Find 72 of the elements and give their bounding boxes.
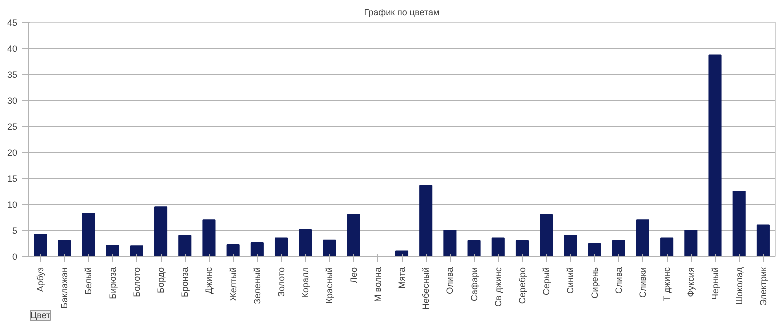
x-tick-label: Мята [397,267,407,289]
bar [130,246,144,256]
bar [323,240,336,256]
x-tick-label: Бордо [156,268,166,294]
bar [516,240,530,256]
x-tick-label: Лео [348,267,359,284]
bar [492,238,505,256]
x-tick-label: Серый [542,267,552,296]
x-tick-label: Арбуз [36,268,46,292]
bar [106,245,120,256]
bar [732,191,746,256]
y-tick-label: 45 [7,18,18,28]
bar [588,244,602,256]
x-tick-label: Слива [614,267,624,294]
x-tick-label: Сливки [638,267,648,298]
bar [202,220,216,256]
x-tick-label: Золото [276,267,287,297]
text: Цвет [30,310,51,320]
bar [154,206,168,256]
y-tick-label: 30 [7,96,18,106]
x-tick-label: Сафари [469,267,480,302]
x-tick-label: Болото [132,267,142,298]
y-tick-label: 15 [7,174,18,184]
bar [178,235,192,256]
x-tick-label: Коралл [300,267,311,298]
bar [660,238,674,256]
bar [226,244,240,256]
y-tick-label: 25 [7,122,18,132]
bar [82,213,96,256]
x-tick-label: Джинс [204,267,214,294]
x-tick-label: Бирюза [108,267,118,300]
x-tick-label: М волна [372,267,383,302]
x-tick-label: Красный [324,267,335,304]
x-tick-label: Св джинс [493,267,504,308]
x-tick-label: Шоколад [734,266,744,306]
bar [58,240,72,256]
bar [564,235,578,256]
x-tick-label: Зеленый [252,267,262,304]
bar [612,240,626,256]
x-tick-label: Т джинс [662,267,672,302]
bar [299,229,312,256]
y-tick-label: 10 [7,200,18,210]
x-tick-label: Белый [84,267,94,295]
x-tick-label: Олива [445,267,456,294]
x-tick-label: Серебро [517,267,528,304]
bar [250,242,264,256]
bar [756,224,770,256]
x-tick-label: Электрик [758,267,768,306]
x-tick-label: Черный [710,267,720,300]
x-tick-label: Фуксия [686,267,696,298]
y-tick-label: 5 [12,226,18,236]
x-tick-label: Сирень [590,267,600,299]
y-tick-label: 20 [7,148,18,158]
y-tick-label: 40 [7,44,18,54]
bar [347,214,360,256]
bar [444,230,457,256]
bar [636,220,650,256]
y-tick-label: 0 [12,252,18,262]
x-tick-label: Небесный [421,267,432,310]
y-tick-label: 35 [7,70,18,80]
bar [468,240,481,256]
x-tick-label: Баклажан [60,267,70,309]
bar [540,214,554,256]
bar [708,54,722,256]
bar [684,230,698,256]
bar [420,185,433,256]
bar [274,238,288,256]
chart-title: График по цветам [364,8,440,18]
x-tick-label: Желтый [228,267,238,302]
bar [34,234,48,256]
x-tick-label: Синий [566,267,576,294]
x-tick-label: Бронза [180,267,190,298]
